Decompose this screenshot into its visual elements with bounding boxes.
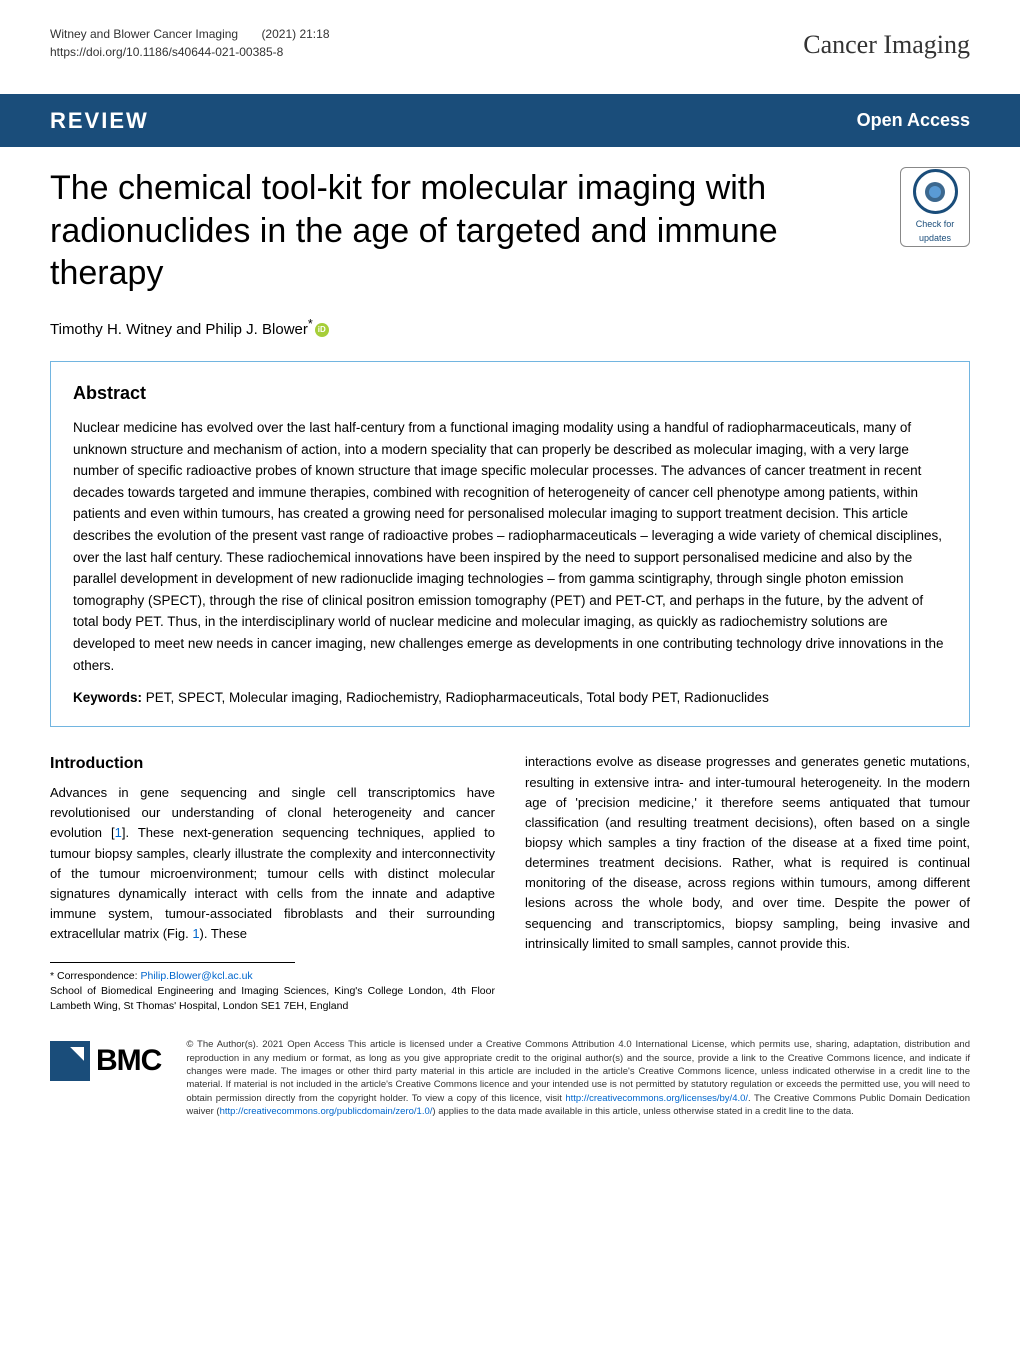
right-column: interactions evolve as disease progresse… bbox=[525, 752, 970, 1013]
title-section: The chemical tool-kit for molecular imag… bbox=[0, 147, 1020, 310]
abstract-box: Abstract Nuclear medicine has evolved ov… bbox=[50, 361, 970, 727]
check-updates-text1: Check for bbox=[916, 218, 955, 232]
orcid-icon[interactable] bbox=[315, 323, 329, 337]
open-access-label: Open Access bbox=[857, 107, 970, 134]
abstract-heading: Abstract bbox=[73, 380, 947, 407]
citation-authors-journal: Witney and Blower Cancer Imaging (2021) … bbox=[50, 25, 330, 43]
corresponding-marker: * bbox=[308, 317, 313, 331]
license-link-cc0[interactable]: http://creativecommons.org/publicdomain/… bbox=[220, 1106, 433, 1117]
correspondence-affiliation: School of Biomedical Engineering and Ima… bbox=[50, 985, 495, 1012]
page-header: Witney and Blower Cancer Imaging (2021) … bbox=[0, 0, 1020, 74]
correspondence-block: * Correspondence: Philip.Blower@kcl.ac.u… bbox=[50, 969, 495, 1013]
check-updates-text2: updates bbox=[919, 232, 951, 246]
introduction-heading: Introduction bbox=[50, 752, 495, 777]
left-column: Introduction Advances in gene sequencing… bbox=[50, 752, 495, 1013]
bmc-logo-icon bbox=[50, 1041, 90, 1081]
ref-link-1[interactable]: 1 bbox=[115, 825, 122, 840]
body-columns: Introduction Advances in gene sequencing… bbox=[0, 752, 1020, 1013]
keywords-label: Keywords: bbox=[73, 690, 142, 705]
doi-line: https://doi.org/10.1186/s40644-021-00385… bbox=[50, 43, 330, 61]
intro-paragraph-left: Advances in gene sequencing and single c… bbox=[50, 783, 495, 944]
authors-text: Timothy H. Witney and Philip J. Blower bbox=[50, 321, 308, 338]
article-title: The chemical tool-kit for molecular imag… bbox=[50, 167, 900, 295]
review-label: REVIEW bbox=[50, 104, 149, 137]
correspondence-email[interactable]: Philip.Blower@kcl.ac.uk bbox=[140, 970, 252, 982]
journal-brand: Cancer Imaging bbox=[803, 25, 970, 64]
correspondence-label: * Correspondence: bbox=[50, 970, 140, 982]
license-link-ccby[interactable]: http://creativecommons.org/licenses/by/4… bbox=[565, 1093, 748, 1104]
license-text: © The Author(s). 2021 Open Access This a… bbox=[186, 1038, 970, 1118]
abstract-body: Nuclear medicine has evolved over the la… bbox=[73, 417, 947, 676]
bmc-logo: BMC bbox=[50, 1038, 161, 1083]
review-bar: REVIEW Open Access bbox=[0, 94, 1020, 147]
bottom-bar: BMC © The Author(s). 2021 Open Access Th… bbox=[0, 1013, 1020, 1148]
bmc-logo-text: BMC bbox=[96, 1038, 161, 1083]
intro-paragraph-right: interactions evolve as disease progresse… bbox=[525, 752, 970, 953]
check-updates-badge[interactable]: Check for updates bbox=[900, 167, 970, 247]
keywords-line: Keywords: PET, SPECT, Molecular imaging,… bbox=[73, 688, 947, 708]
fig-link-1[interactable]: 1 bbox=[192, 926, 199, 941]
citation-block: Witney and Blower Cancer Imaging (2021) … bbox=[50, 25, 330, 61]
authors-line: Timothy H. Witney and Philip J. Blower* bbox=[0, 310, 1020, 362]
keywords-text: PET, SPECT, Molecular imaging, Radiochem… bbox=[142, 690, 769, 705]
footnote-rule bbox=[50, 962, 295, 963]
check-updates-icon bbox=[913, 169, 958, 214]
